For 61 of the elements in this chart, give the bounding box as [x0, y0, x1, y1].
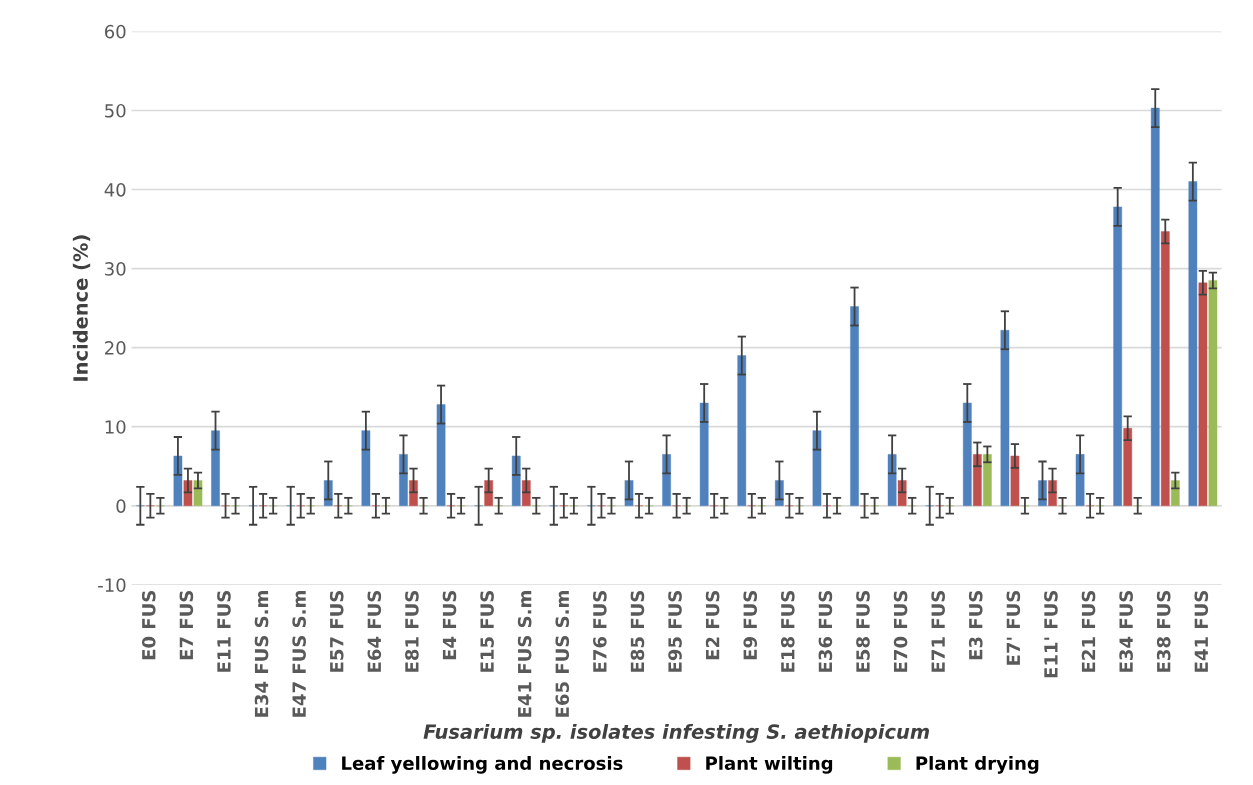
y-tick-label: 40 — [104, 182, 126, 197]
bar — [1000, 330, 1010, 506]
x-tick-label: E2 FUS — [705, 591, 720, 660]
x-tick-label: E57 FUS — [329, 591, 344, 672]
x-tick-label: E41 FUS — [1194, 591, 1209, 672]
x-tick-label: E70 FUS — [893, 591, 908, 672]
x-tick-label: E9 FUS — [743, 591, 758, 660]
x-tick-label: E58 FUS — [856, 591, 870, 672]
x-tick-label: E15 FUS — [480, 591, 494, 672]
x-tick-label: E3 FUS — [968, 591, 983, 660]
legend-label: Plant drying — [916, 756, 1039, 774]
bar — [1150, 107, 1160, 506]
bar — [1198, 282, 1208, 506]
x-tick-label: E7 FUS — [179, 591, 194, 660]
bar — [1160, 231, 1170, 506]
bar — [399, 454, 408, 506]
bar — [737, 355, 747, 506]
y-axis-title: Incidence (%) — [72, 235, 91, 381]
bar — [699, 402, 709, 506]
x-tick-label: E65 FUS S.m — [555, 591, 570, 717]
x-tick-label: E64 FUS — [367, 591, 382, 672]
x-tick-label: E76 FUS — [593, 591, 607, 672]
bar — [973, 454, 982, 506]
y-tick-label: 10 — [105, 420, 126, 434]
y-tick-label: 0 — [116, 499, 126, 513]
bar — [850, 306, 859, 506]
legend-label: Plant wilting — [706, 756, 833, 774]
y-tick-label: -10 — [98, 578, 126, 592]
x-tick-label: E85 FUS — [630, 591, 645, 672]
bar — [1123, 428, 1133, 506]
bar — [983, 454, 992, 506]
y-tick-label: 50 — [105, 103, 126, 118]
y-tick-label: 30 — [105, 262, 126, 276]
x-tick-label: E11 FUS — [217, 591, 231, 672]
x-tick-label: E81 FUS — [405, 591, 419, 672]
x-tick-label: E71 FUS — [931, 591, 945, 672]
x-tick-label: E18 FUS — [780, 591, 795, 672]
x-tick-label: E41 FUS S.m — [517, 591, 532, 717]
y-tick-label: 60 — [104, 24, 126, 39]
x-tick-label: E7' FUS — [1006, 591, 1021, 665]
bar — [361, 430, 371, 506]
legend-label: Leaf yellowing and necrosis — [342, 756, 623, 774]
x-tick-label: E34 FUS S.m — [254, 591, 269, 717]
x-tick-label: E21 FUS — [1081, 591, 1096, 672]
x-tick-label: E95 FUS — [668, 591, 682, 672]
bar — [963, 402, 972, 506]
bar — [211, 430, 220, 506]
bar — [662, 454, 671, 506]
bar — [1208, 280, 1218, 506]
y-tick-label: 20 — [105, 341, 126, 355]
x-tick-label: E38 FUS — [1156, 591, 1171, 672]
x-tick-label: E0 FUS — [141, 591, 156, 660]
x-axis-title: Fusarium sp. isolates infesting S. aethiopicum — [423, 723, 929, 743]
x-tick-label: E47 FUS S.m — [292, 591, 306, 717]
bar — [436, 404, 446, 506]
bar — [1188, 181, 1198, 506]
x-tick-label: E4 FUS — [442, 591, 457, 660]
x-tick-label: E36 FUS — [818, 591, 833, 672]
x-tick-label: E11' FUS — [1044, 591, 1058, 678]
bar — [1113, 206, 1122, 506]
x-tick-label: E34 FUS — [1119, 591, 1133, 672]
